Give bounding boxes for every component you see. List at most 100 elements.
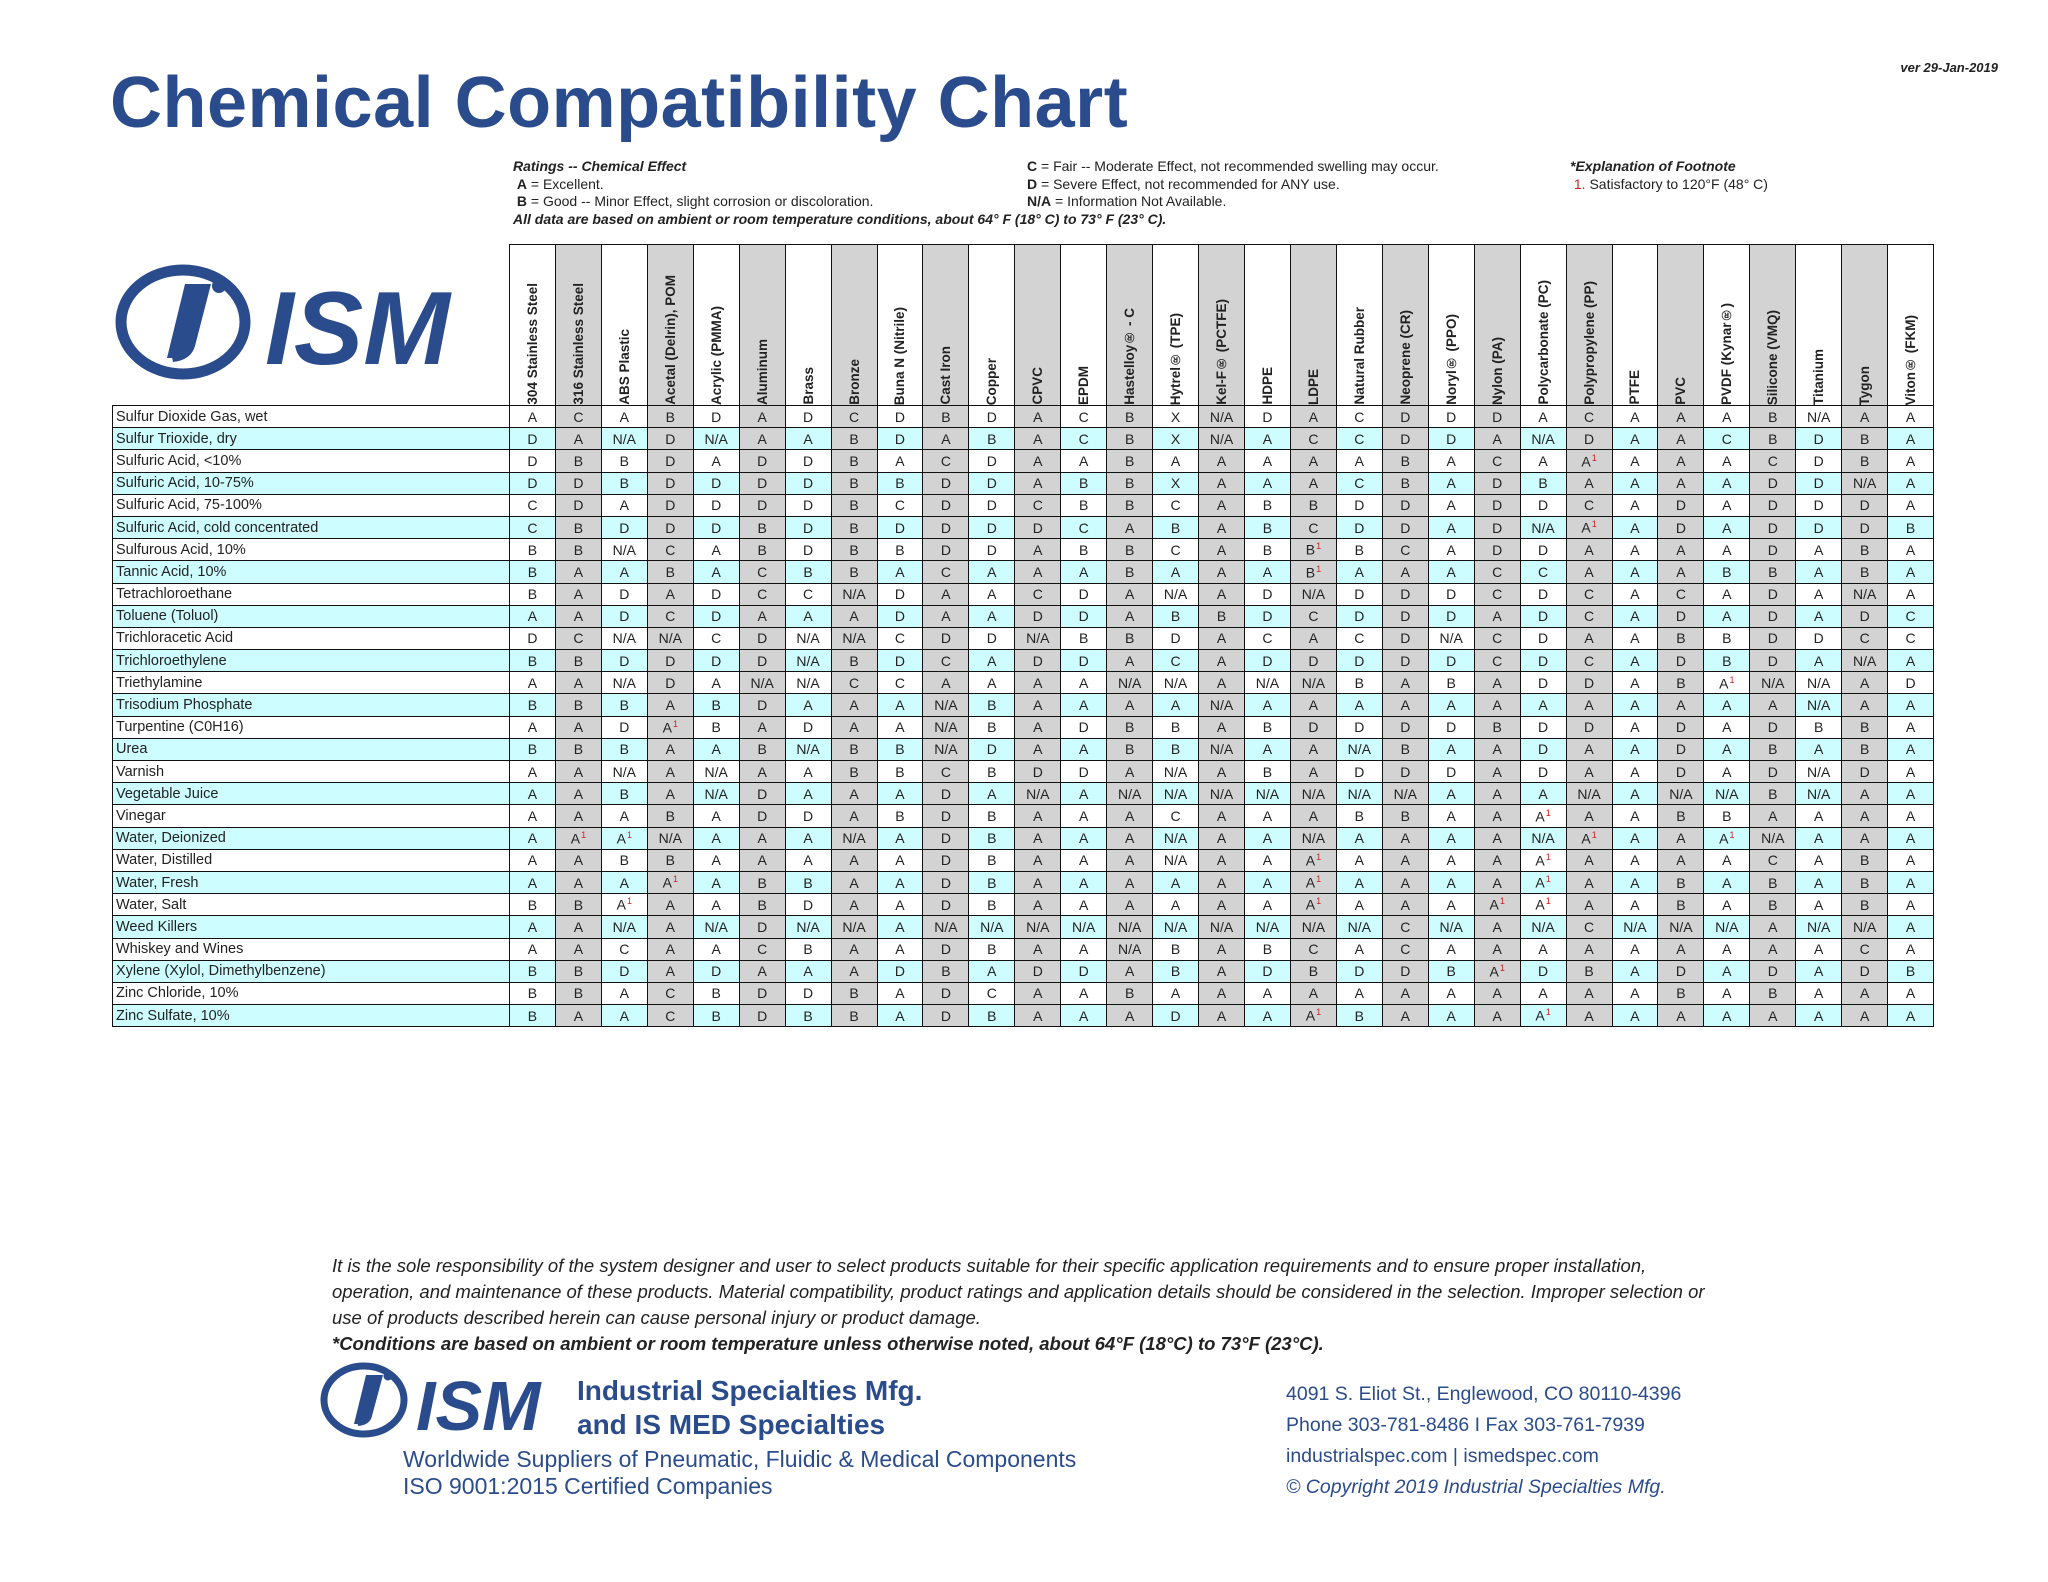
rating-cell: A [646, 693, 694, 717]
rating-cell: B [600, 449, 648, 473]
rating-cell: D [1381, 626, 1429, 651]
rating-cell: A [1427, 870, 1475, 895]
rating-cell: B [968, 427, 1016, 451]
rating-cell: N/A [1198, 915, 1245, 939]
rating-cell: D [1427, 404, 1475, 429]
rating-cell: N/A [784, 737, 832, 762]
rating-cell: B [1152, 515, 1200, 540]
rating-cell: D [1795, 471, 1843, 495]
rating-cell: D [1381, 715, 1429, 739]
rating-cell: B [968, 870, 1016, 895]
rating-cell: N/A [1795, 915, 1843, 939]
rating-cell: A [509, 848, 556, 872]
rating-cell: N/A [784, 671, 832, 695]
rating-cell: A [554, 782, 602, 806]
rating-cell: A [1060, 937, 1108, 961]
rating-cell: B [830, 427, 878, 451]
chemical-name: Water, Distilled [112, 848, 510, 872]
rating-cell: B [784, 937, 832, 961]
rating-cell: A [509, 604, 556, 628]
rating-cell: B [1749, 893, 1797, 917]
rating-cell: A [1749, 1004, 1797, 1028]
rating-cell: D [1427, 759, 1475, 784]
rating-cell: A [1427, 693, 1475, 717]
chemical-name: Zinc Chloride, 10% [112, 981, 510, 1006]
rating-cell: A [1703, 759, 1751, 784]
rating-cell: A [1152, 981, 1200, 1006]
footnote-heading: *Explanation of Footnote [1570, 158, 1736, 174]
rating-cell: N/A [1198, 737, 1245, 762]
rating-cell: D [1427, 649, 1475, 673]
rating-cell: A [876, 693, 924, 717]
rating-cell: B [876, 538, 924, 562]
chemical-name: Sulfuric Acid, <10% [112, 449, 510, 473]
rating-cell: A [1703, 981, 1751, 1006]
rating-cell: A [1060, 737, 1108, 762]
rating-cell: A [646, 937, 694, 961]
rating-cell: B [1060, 471, 1108, 495]
rating-cell: B [830, 493, 878, 517]
phone: Phone 303-781-8486 I Fax 303-761-7939 [1286, 1414, 1645, 1436]
table-row: Weed Killers A A N/A A N/A D N/A N/A A N/A N/A N/A N/… [112, 915, 1935, 939]
rating-cell: A1 [646, 870, 694, 895]
rating-cell: D [1060, 959, 1108, 983]
table-row: Sulfuric Acid, 75-100% C D A D D D D B C D D C B B C A B B… [112, 493, 1935, 517]
rating-cell: A [554, 759, 602, 784]
rating-cell: A [509, 937, 556, 961]
rating-cell: A [784, 759, 832, 784]
rating-cell: N/A [1335, 915, 1383, 939]
rating-cell: A [1014, 671, 1062, 695]
column-header: PVC [1657, 244, 1705, 406]
rating-cell: A [1611, 404, 1659, 429]
rating-cell: D [1335, 582, 1383, 606]
rating-cell: B [1473, 715, 1521, 739]
rating-cell: D [1519, 715, 1567, 739]
rating-cell: A [1887, 693, 1935, 717]
rating-cell: B [784, 560, 832, 584]
rating-cell: A [1611, 981, 1659, 1006]
rating-cell: A [1152, 870, 1200, 895]
rating-cell: A [646, 915, 694, 939]
rating-cell: C [1381, 937, 1429, 961]
column-header: Silicone (VMQ) [1749, 244, 1797, 406]
rating-cell: B [830, 1004, 878, 1028]
rating-cell: D [1244, 604, 1291, 628]
rating-cell: A [1887, 937, 1935, 961]
rating-cell: A [1795, 1004, 1843, 1028]
rating-cell: B [1749, 404, 1797, 429]
websites[interactable]: industrialspec.com | ismedspec.com [1286, 1445, 1599, 1467]
rating-cell: N/A [830, 915, 878, 939]
rating-cell: A [1657, 404, 1705, 429]
rating-cell: A [1335, 693, 1383, 717]
rating-cell: D [1381, 649, 1429, 673]
rating-cell: D [1657, 493, 1705, 517]
rating-cell: A [1060, 693, 1108, 717]
rating-cell: C [1473, 449, 1521, 473]
rating-cell: A [830, 848, 878, 872]
rating-cell: A [1427, 981, 1475, 1006]
rating-cell: B [922, 404, 970, 429]
rating-cell: A [1887, 759, 1935, 784]
rating-cell: D [1565, 715, 1613, 739]
rating-cell: D [738, 782, 786, 806]
rating-cell: C [1014, 493, 1062, 517]
rating-cell: N/A [1152, 671, 1200, 695]
rating-cell: A [1703, 538, 1751, 562]
rating-cell: A [1106, 515, 1154, 540]
rating-cell: D [968, 626, 1016, 651]
rating-cell: A [1427, 493, 1475, 517]
rating-cell: C [1473, 582, 1521, 606]
rating-cell: D [554, 471, 602, 495]
rating-cell: A [1014, 848, 1062, 872]
rating-cell: C [1381, 915, 1429, 939]
rating-cell: A [1014, 715, 1062, 739]
rating-cell: A [1749, 937, 1797, 961]
column-header: Bronze [830, 244, 878, 406]
rating-cell: D [1014, 604, 1062, 628]
rating-cell: B [1106, 715, 1154, 739]
rating-cell: C [1289, 604, 1337, 628]
column-header: Titanium [1795, 244, 1843, 406]
rating-cell: A [509, 404, 556, 429]
rating-cell: A [1198, 671, 1245, 695]
rating-cell: A [1565, 693, 1613, 717]
